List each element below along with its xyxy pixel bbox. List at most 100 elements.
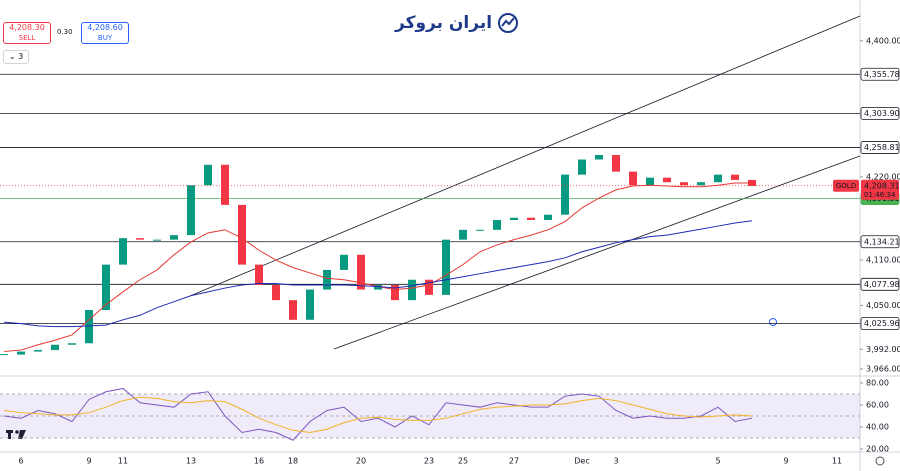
y-tick-label: 4,050.00	[866, 301, 900, 310]
candle	[102, 264, 110, 310]
candle	[680, 182, 688, 186]
countdown: 01:46:34	[864, 191, 896, 199]
logo: ایران بروکر	[395, 12, 519, 34]
candle	[136, 238, 144, 240]
candle	[153, 239, 161, 241]
rsi-average	[3, 396, 753, 434]
candle	[187, 185, 195, 236]
candle	[374, 285, 382, 290]
candle	[272, 285, 280, 301]
candle	[306, 289, 314, 320]
x-tick-label: 13	[186, 457, 196, 466]
buy-price: 4,208.60	[87, 23, 123, 32]
y-tick-label: 4,400.00	[866, 36, 900, 45]
level-label: 4,134.21	[864, 237, 900, 246]
level-label-box	[860, 277, 900, 291]
candle	[391, 285, 399, 301]
candle	[459, 229, 467, 240]
buy-label: BUY	[97, 34, 113, 42]
candle	[17, 351, 25, 355]
candle	[68, 343, 76, 345]
candle	[476, 229, 484, 231]
candle	[170, 235, 178, 240]
tv-logo	[6, 430, 26, 439]
level-label: 4,303.90	[864, 109, 900, 118]
settings-icon[interactable]	[875, 456, 885, 466]
x-tick-label: 23	[424, 457, 434, 466]
candle	[119, 238, 127, 265]
x-tick-label: Dec	[574, 457, 589, 466]
indicators-toggle[interactable]: ⌄ 3	[3, 50, 29, 64]
x-tick-label: 18	[288, 457, 298, 466]
y-tick-label: 3,966.00	[866, 364, 900, 373]
candle	[204, 164, 212, 186]
x-tick-label: 27	[509, 457, 519, 466]
candle	[408, 279, 416, 301]
candle	[697, 182, 705, 186]
logo-icon	[498, 13, 519, 33]
candle	[221, 164, 229, 205]
buy-button[interactable]: 4,208.60 BUY	[81, 22, 129, 44]
x-tick-label: 3	[613, 457, 618, 466]
candle	[255, 264, 263, 286]
moving-average	[3, 220, 753, 328]
x-tick-label: 11	[832, 457, 842, 466]
candle	[357, 254, 365, 290]
candle	[663, 177, 671, 183]
x-tick-label: 5	[715, 457, 720, 466]
sell-label: SELL	[18, 34, 36, 42]
y-tick-label: 80.00	[866, 378, 889, 387]
y-tick-label: 4,220.00	[866, 172, 900, 181]
candle	[340, 254, 348, 270]
level-label-box	[860, 235, 900, 249]
level-label: 4,355.78	[864, 70, 900, 79]
symbol-label: GOLD	[836, 182, 856, 190]
candle	[731, 174, 739, 180]
x-tick-label: 9	[86, 457, 91, 466]
level-label-box	[860, 67, 900, 81]
candle	[323, 269, 331, 290]
y-tick-label: 3,992.00	[866, 345, 900, 354]
candle	[442, 239, 450, 295]
series-line	[3, 387, 753, 441]
candle	[612, 154, 620, 172]
candle	[493, 220, 501, 230]
level-label: 4,077.98	[864, 280, 900, 289]
y-tick-label: 40.00	[866, 423, 889, 432]
candle	[646, 177, 654, 186]
candle	[561, 174, 569, 215]
last-price-box	[861, 179, 899, 200]
channel-lower	[333, 155, 861, 350]
level-label-box	[860, 107, 900, 120]
level-label-box	[860, 317, 900, 331]
x-tick-label: 9	[783, 457, 788, 466]
y-tick-label: 60.00	[866, 400, 889, 409]
candle	[238, 204, 246, 265]
x-tick-label: 20	[356, 457, 366, 466]
y-tick-label: 20.00	[866, 445, 889, 454]
indicators-count: 3	[18, 52, 24, 61]
candle	[629, 171, 637, 186]
candle	[595, 154, 603, 160]
level-label: 4,258.81	[864, 143, 900, 152]
candle	[714, 174, 722, 183]
candle	[425, 279, 433, 295]
x-tick-label: 25	[458, 457, 468, 466]
symbol-box	[833, 179, 859, 192]
candle	[510, 217, 518, 221]
y-tick-label: 4,110.00	[866, 256, 900, 265]
sell-button[interactable]: 4,208.30 SELL	[3, 22, 51, 44]
drawing-handle[interactable]	[769, 318, 777, 326]
candle	[289, 300, 297, 320]
candle	[51, 344, 59, 351]
moving-average	[3, 182, 752, 353]
candle	[85, 309, 93, 344]
candle	[578, 159, 586, 175]
channel-upper	[189, 15, 861, 297]
candle	[527, 217, 535, 221]
level-label-box	[860, 141, 900, 154]
spread: 0.30	[57, 28, 73, 36]
logo-text: ایران بروکر	[395, 13, 493, 33]
